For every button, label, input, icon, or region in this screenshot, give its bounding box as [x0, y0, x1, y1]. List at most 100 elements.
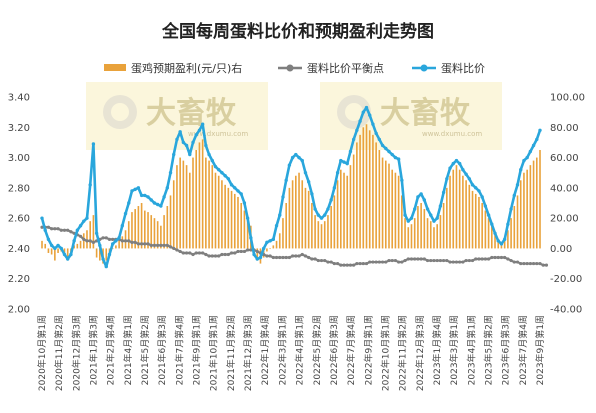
balance-point [403, 258, 407, 263]
balance-point [490, 255, 494, 260]
profit-bar [79, 240, 82, 249]
profit-bar [224, 184, 226, 249]
balance-point [483, 257, 487, 261]
right-tick-label: -40.00 [550, 305, 582, 316]
x-tick-label: 2023年1月第4周 [431, 315, 443, 385]
profit-bar [391, 169, 394, 249]
balance-point [159, 243, 163, 247]
x-tick-label: 2023年9月第1周 [534, 315, 546, 385]
x-tick-label: 2020年11月第2周 [53, 315, 65, 391]
profit-bar [439, 215, 442, 249]
ratio-point [425, 207, 430, 211]
ratio-point [422, 198, 427, 202]
balance-point [127, 239, 131, 243]
balance-point [538, 261, 542, 266]
x-tick-label: 2021年7月第4周 [173, 315, 185, 385]
balance-point [486, 257, 491, 261]
ratio-point [297, 155, 301, 160]
ratio-point [490, 222, 494, 226]
balance-point [493, 255, 497, 260]
right-tick-label: 20.00 [550, 214, 579, 225]
profit-bar [256, 248, 259, 261]
ratio-point [441, 190, 446, 195]
x-tick-label: 2021年6月第3周 [156, 315, 168, 385]
right-tick-label: 100.00 [550, 93, 585, 104]
ratio-point [123, 211, 128, 216]
profit-bar [468, 184, 471, 249]
balance-point [435, 258, 439, 263]
balance-point [384, 260, 388, 264]
balance-point [541, 263, 545, 267]
ratio-point [114, 239, 118, 243]
balance-point [438, 258, 442, 263]
balance-point [194, 251, 198, 255]
balance-point [284, 255, 288, 260]
balance-point [156, 243, 160, 247]
x-tick-label: 2021年12月第3周 [242, 315, 254, 391]
left-tick-label: 3.20 [8, 123, 30, 134]
balance-point [220, 252, 224, 257]
balance-point [445, 258, 449, 263]
profit-bar [491, 225, 493, 249]
ratio-point [528, 149, 533, 154]
ratio-point [278, 213, 282, 217]
ratio-point [146, 195, 150, 199]
profit-bar [291, 180, 294, 249]
ratio-point [43, 228, 47, 232]
ratio-point [59, 246, 63, 251]
ratio-point [335, 171, 340, 175]
balance-point [104, 236, 108, 240]
balance-point [522, 261, 526, 266]
profit-bar [503, 240, 506, 249]
ratio-point [101, 257, 105, 261]
balance-point [339, 263, 343, 267]
balance-point [413, 257, 417, 261]
ratio-point [493, 231, 497, 235]
ratio-point [348, 149, 353, 154]
ratio-point [461, 167, 465, 172]
profit-bar [66, 248, 69, 261]
ratio-point [323, 213, 327, 217]
profit-bar [336, 180, 339, 249]
profit-bar [172, 180, 175, 249]
profit-bar [269, 248, 271, 250]
balance-point [374, 260, 378, 264]
balance-point [175, 248, 179, 252]
x-tick-label: 2023年4月第1周 [465, 315, 477, 385]
ratio-point [519, 167, 523, 172]
balance-point [316, 258, 320, 263]
profit-bar [462, 175, 464, 249]
profit-bar [487, 218, 490, 249]
balance-point [184, 251, 189, 255]
left-axis: 2.00 2.20 2.40 2.60 2.80 3.00 3.20 3.40 [8, 93, 30, 316]
profit-bar [243, 210, 246, 249]
balance-point [168, 245, 173, 249]
profit-bar [413, 218, 416, 249]
balance-point [281, 255, 285, 260]
balance-point [525, 261, 529, 266]
balance-point [188, 251, 192, 255]
profit-bar [115, 245, 117, 249]
profit-bar [54, 248, 56, 261]
right-tick-label: 40.00 [550, 183, 579, 194]
x-tick-label: 2022年5月第2周 [311, 315, 323, 385]
ratio-point [98, 243, 102, 248]
profit-bar [230, 190, 233, 249]
ratio-point [149, 198, 153, 202]
balance-point [53, 227, 57, 231]
x-tick-label: 2021年11月第2周 [225, 315, 237, 391]
balance-point [191, 252, 195, 257]
balance-point [371, 260, 375, 264]
ratio-point [413, 207, 417, 211]
x-tick-label: 2021年5月第2周 [139, 315, 151, 385]
ratio-point [355, 128, 359, 133]
ratio-point [107, 252, 112, 257]
balance-point [123, 239, 128, 243]
ratio-point [207, 152, 211, 157]
balance-point [66, 228, 70, 232]
balance-point [470, 258, 475, 263]
profit-bar [343, 172, 345, 249]
ratio-point [88, 183, 92, 187]
ratio-point [46, 237, 51, 242]
balance-point [535, 261, 539, 266]
